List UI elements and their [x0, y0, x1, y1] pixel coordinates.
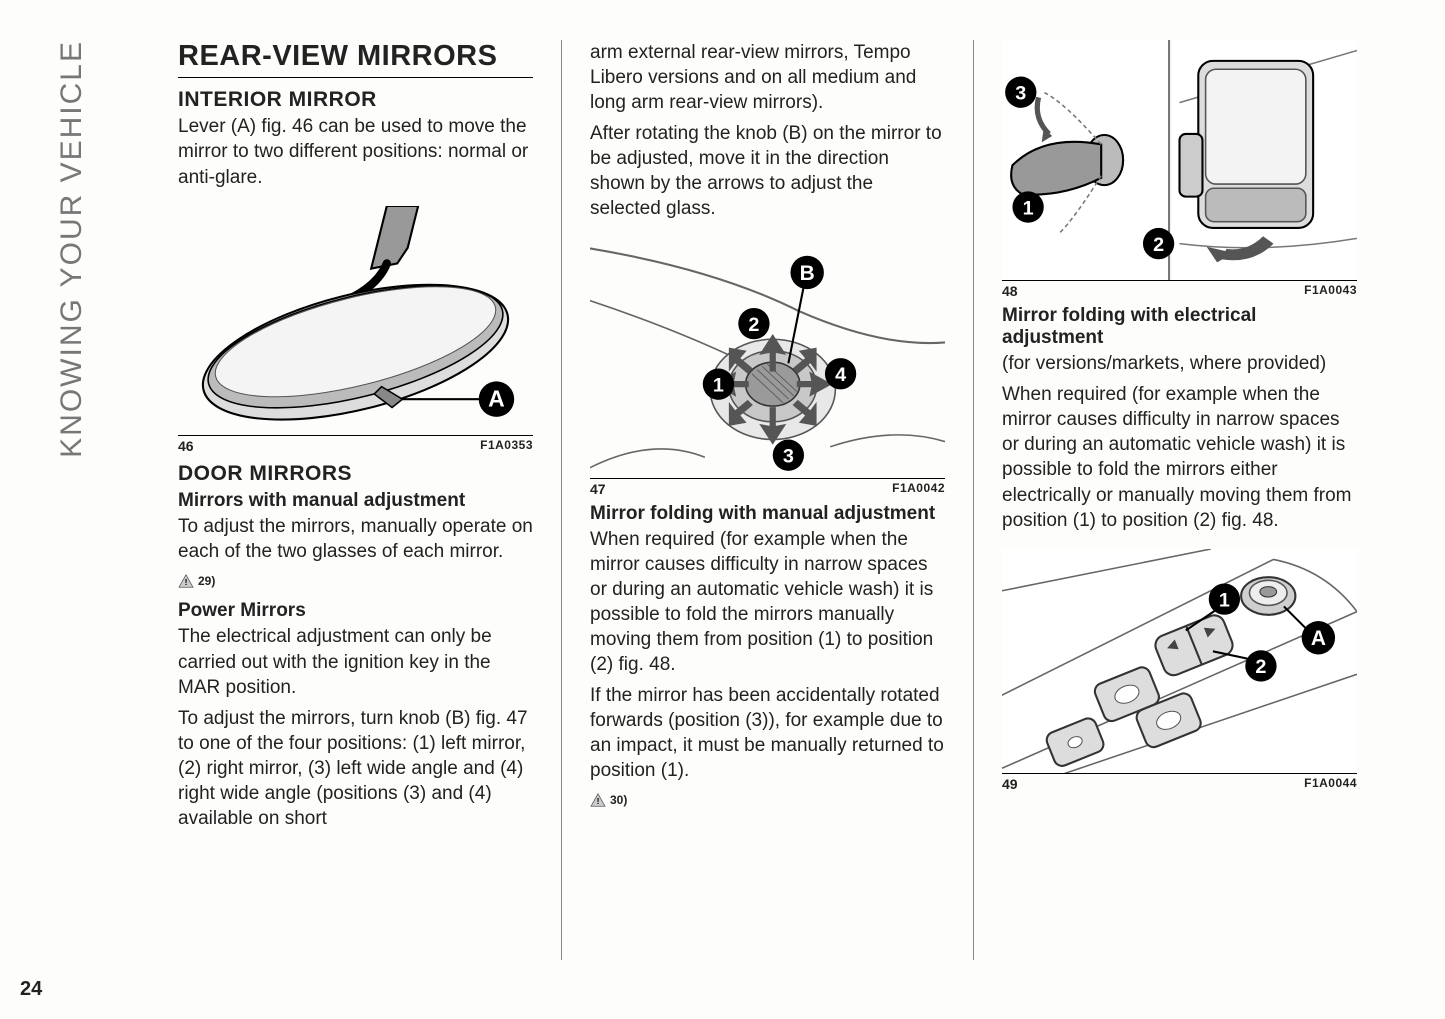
- column-1: REAR-VIEW MIRRORS INTERIOR MIRROR Lever …: [150, 40, 561, 960]
- figure-46: A 46 F1A0353: [178, 206, 533, 455]
- svg-text:A: A: [488, 385, 505, 411]
- figure-49-caption: 49 F1A0044: [1002, 773, 1357, 792]
- page-number: 24: [20, 978, 42, 1001]
- para-power-2: To adjust the mirrors, turn knob (B) fig…: [178, 706, 533, 831]
- figure-46-number: 46: [178, 438, 194, 454]
- para-folding-elec-1: (for versions/markets, where provided): [1002, 351, 1357, 376]
- figure-46-code: F1A0353: [480, 438, 533, 454]
- svg-text:3: 3: [1015, 83, 1026, 105]
- para-power-1: The electrical adjustment can only be ca…: [178, 624, 533, 699]
- figure-48-caption: 48 F1A0043: [1002, 280, 1357, 299]
- column-3: 3 1 2 48 F1A0043 Mirror folding with ele…: [973, 40, 1385, 960]
- heading-interior-mirror: INTERIOR MIRROR: [178, 88, 533, 112]
- svg-text:2: 2: [1255, 656, 1266, 678]
- warning-icon: !: [590, 793, 606, 807]
- figure-47: B 1 2 3 4 47 F1A0042: [590, 238, 945, 497]
- svg-text:2: 2: [1153, 234, 1164, 256]
- warning-29: ! 29): [178, 574, 533, 588]
- figure-47-svg: B 1 2 3 4: [590, 238, 945, 478]
- svg-text:4: 4: [835, 364, 846, 386]
- heading-folding-electrical: Mirror folding with electrical adjustmen…: [1002, 305, 1357, 349]
- figure-47-code: F1A0042: [892, 481, 945, 497]
- figure-46-caption: 46 F1A0353: [178, 435, 533, 454]
- figure-48-svg: 3 1 2: [1002, 40, 1357, 280]
- warning-29-label: 29): [198, 574, 215, 588]
- heading-manual-adjustment: Mirrors with manual adjustment: [178, 490, 533, 512]
- figure-49-code: F1A0044: [1304, 776, 1357, 792]
- warning-30-label: 30): [610, 793, 627, 807]
- heading-rear-view-mirrors: REAR-VIEW MIRRORS: [178, 40, 533, 78]
- svg-text:1: 1: [1023, 197, 1034, 219]
- svg-text:2: 2: [748, 313, 759, 335]
- warning-icon: !: [178, 574, 194, 588]
- para-interior-mirror: Lever (A) fig. 46 can be used to move th…: [178, 114, 533, 189]
- para-manual-adjustment: To adjust the mirrors, manually operate …: [178, 514, 533, 564]
- figure-48-number: 48: [1002, 283, 1018, 299]
- svg-text:!: !: [597, 796, 600, 806]
- warning-30: ! 30): [590, 793, 945, 807]
- figure-47-caption: 47 F1A0042: [590, 478, 945, 497]
- heading-power-mirrors: Power Mirrors: [178, 600, 533, 622]
- para-continued-1: arm external rear-view mirrors, Tempo Li…: [590, 40, 945, 115]
- figure-47-number: 47: [590, 481, 606, 497]
- para-folding-1: When required (for example when the mirr…: [590, 527, 945, 677]
- svg-text:1: 1: [713, 374, 724, 396]
- figure-49-svg: 1 2 A: [1002, 549, 1357, 773]
- manual-page: KNOWING YOUR VEHICLE REAR-VIEW MIRRORS I…: [0, 0, 1445, 1019]
- figure-49-number: 49: [1002, 776, 1018, 792]
- svg-text:!: !: [185, 577, 188, 587]
- figure-49: 1 2 A 49 F1A0044: [1002, 549, 1357, 792]
- section-tab: KNOWING YOUR VEHICLE: [55, 40, 89, 458]
- svg-text:A: A: [1311, 627, 1326, 650]
- figure-46-svg: A: [178, 206, 533, 436]
- heading-door-mirrors: DOOR MIRRORS: [178, 462, 533, 486]
- svg-text:3: 3: [783, 445, 794, 467]
- content-columns: REAR-VIEW MIRRORS INTERIOR MIRROR Lever …: [150, 40, 1385, 960]
- figure-48-code: F1A0043: [1304, 283, 1357, 299]
- heading-folding-manual: Mirror folding with manual adjustment: [590, 503, 945, 525]
- para-folding-2: If the mirror has been accidentally rota…: [590, 683, 945, 783]
- svg-text:1: 1: [1219, 589, 1230, 611]
- svg-text:B: B: [800, 261, 815, 284]
- column-2: arm external rear-view mirrors, Tempo Li…: [561, 40, 973, 960]
- figure-48: 3 1 2 48 F1A0043: [1002, 40, 1357, 299]
- para-continued-2: After rotating the knob (B) on the mirro…: [590, 121, 945, 221]
- para-folding-elec-2: When required (for example when the mirr…: [1002, 382, 1357, 532]
